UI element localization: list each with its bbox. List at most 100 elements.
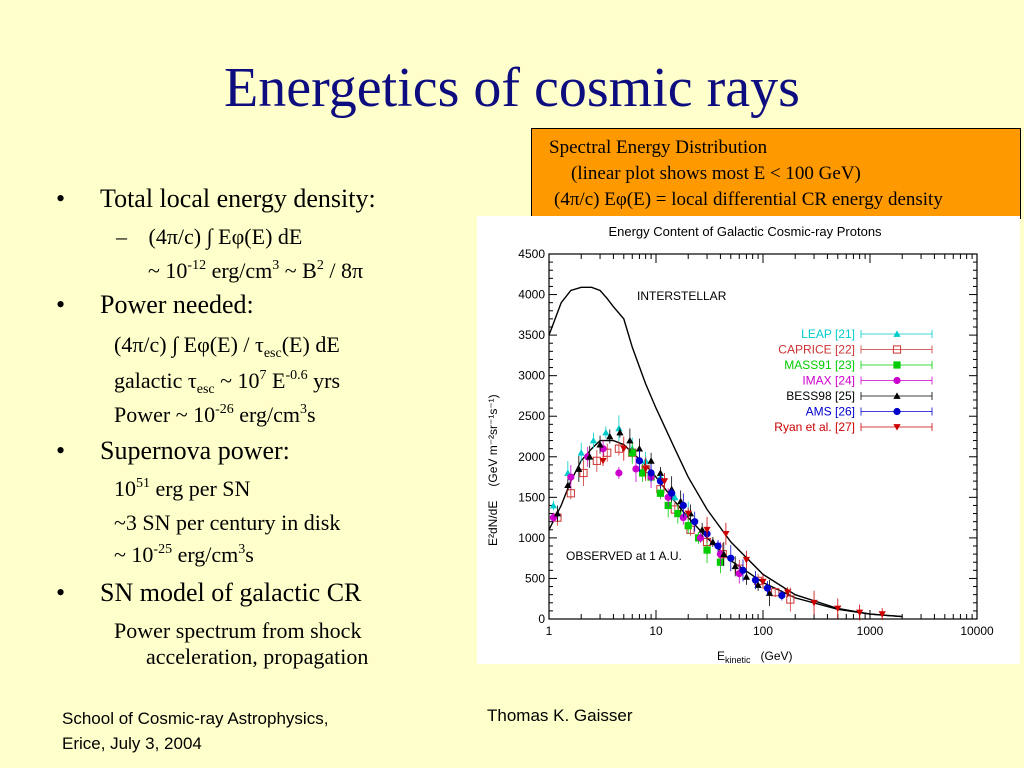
plot-frame — [548, 253, 978, 620]
x-tick-label: 10000 — [960, 624, 994, 638]
data-point — [834, 605, 842, 613]
footer-school: School of Cosmic-ray Astrophysics, — [62, 709, 329, 728]
data-point — [566, 489, 575, 498]
data-point — [575, 465, 583, 472]
data-point — [586, 453, 594, 460]
sub-acceleration: acceleration, propagation — [146, 644, 369, 669]
sub-text: (4π/c) ∫ Eφ(E) dE — [148, 224, 303, 249]
callout-line-1: Spectral Energy Distribution — [549, 137, 768, 158]
data-point — [742, 556, 751, 564]
annotation-observed: OBSERVED at 1 A.U. — [566, 549, 682, 563]
y-axis-label: E²dN/dE(GeV m⁻²sr⁻¹s⁻¹) — [486, 394, 500, 546]
data-point — [632, 465, 640, 473]
data-point — [709, 538, 717, 545]
data-point — [567, 473, 575, 481]
data-point — [647, 469, 655, 477]
sub-power-value: Power ~ 10-26 erg/cm3s — [114, 402, 316, 428]
data-point — [615, 424, 623, 432]
callout-l3-post: (E) = local differential CR energy densi… — [626, 189, 943, 210]
t: esc — [263, 346, 282, 361]
t: -26 — [215, 402, 234, 417]
data-point — [635, 445, 644, 452]
data-point — [684, 522, 692, 530]
data-point — [727, 554, 735, 562]
data-point — [691, 518, 699, 526]
y-tick-label: 3000 — [518, 369, 545, 383]
legend-marker — [892, 345, 902, 354]
data-point — [647, 457, 655, 464]
t: 10 — [114, 476, 136, 501]
callout-l3-mid: /c) E — [579, 189, 616, 210]
chart-axes: 0 500 1000 1500 2000 2500 3000 3500 4000 4500 1 10 1… — [518, 247, 994, 638]
data-point — [620, 445, 628, 453]
data-point — [606, 432, 614, 440]
chart-points — [549, 415, 886, 621]
chart-title: Energy Content of Galactic Cosmic-ray Pr… — [608, 224, 882, 239]
y-tick-label: 4500 — [518, 247, 545, 261]
sub-sn-rate: ~3 SN per century in disk — [114, 510, 341, 535]
sub-escape-time: galactic τesc ~ 107 E-0.6 yrs — [114, 368, 340, 398]
data-point — [722, 530, 730, 538]
data-point — [660, 478, 669, 485]
callout-line-2: (linear plot shows most E < 100 GeV) — [571, 163, 861, 184]
legend-label: MASS91 [23] — [784, 358, 855, 372]
legend-marker — [893, 392, 901, 399]
data-point — [603, 448, 612, 457]
data-point — [635, 457, 644, 465]
data-point — [679, 514, 687, 522]
sub-energy-density-value: ~ 10-12 erg/cm3 ~ B2 / 8π — [148, 258, 363, 284]
data-point — [810, 599, 818, 607]
data-point — [720, 550, 728, 557]
x-axis-label: Ekinetic (GeV) — [717, 649, 793, 664]
data-point — [577, 449, 585, 456]
t: ~ 10 — [214, 368, 260, 393]
data-point — [599, 457, 607, 465]
t: erg/cm — [172, 542, 239, 567]
legend-marker — [893, 376, 901, 385]
bullet-marker: • — [56, 578, 66, 607]
t: yrs — [307, 368, 341, 393]
data-point — [553, 509, 562, 517]
t: erg/cm — [233, 402, 300, 427]
data-point — [592, 456, 601, 465]
t: erg per SN — [150, 476, 251, 501]
t: ~ 10 — [148, 258, 188, 283]
bullet-marker: • — [56, 436, 66, 465]
data-point — [703, 546, 711, 554]
t: 51 — [136, 476, 150, 491]
sub-integral: – (4π/c) ∫ Eφ(E) dE — [116, 224, 302, 250]
data-point — [668, 489, 676, 497]
bullet-text: Power needed: — [100, 290, 254, 319]
callout-l3-pre: (4 — [554, 189, 570, 210]
data-point — [684, 510, 692, 518]
data-point — [703, 526, 711, 534]
bullet-text: Total local energy density: — [100, 184, 376, 213]
y-tick-label: 500 — [525, 571, 545, 585]
data-point — [771, 588, 780, 597]
footer-author: Thomas K. Gaisser — [487, 706, 633, 725]
sub-dash: – — [116, 224, 127, 249]
bullet-text: SN model of galactic CR — [100, 578, 362, 607]
data-point — [778, 591, 786, 600]
data-point — [579, 468, 588, 478]
data-point — [616, 428, 624, 436]
data-point — [698, 526, 706, 533]
sub-power-spectrum: Power spectrum from shock — [114, 618, 362, 643]
data-point — [739, 566, 747, 574]
data-point — [878, 611, 886, 618]
t: 2 — [316, 258, 324, 273]
data-point — [656, 469, 665, 476]
data-point — [626, 436, 634, 444]
data-point — [696, 534, 705, 542]
legend-label: IMAX [24] — [802, 374, 855, 388]
x-tick-label: 10 — [649, 624, 663, 638]
sub-sn-energy: 1051 erg per SN — [114, 476, 250, 502]
chart-axis-labels: Ekinetic (GeV) E²dN/dE(GeV m⁻²sr⁻¹s⁻¹) — [486, 394, 793, 665]
x-tick-label: 100 — [753, 624, 773, 638]
callout-line-3: (4π/c) Eφ(E) = local differential CR ene… — [532, 187, 1020, 213]
y-tick-label: 0 — [538, 612, 545, 626]
data-point — [763, 584, 772, 592]
callout-l3-pi: π — [569, 189, 580, 210]
t: -0.6 — [285, 368, 308, 383]
sub-power-integral: (4π/c) ∫ Eφ(E) / τesc(E) dE — [114, 332, 340, 362]
